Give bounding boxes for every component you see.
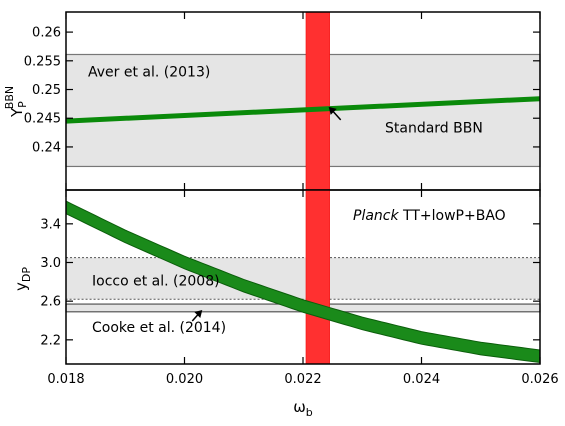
- arrow-head: [328, 106, 337, 115]
- bottom-y-tick-label: 3.4: [40, 217, 61, 232]
- x-axis-label: ωb: [293, 398, 313, 419]
- top-y-tick-label: 0.245: [24, 112, 61, 127]
- bottom-panel: Iocco et al. (2008) Cooke et al. (2014) …: [12, 189, 559, 419]
- bottom-x-tick-label: 0.022: [284, 372, 321, 387]
- top-y-axis-label-main: Y: [8, 107, 26, 118]
- top-y-tick-label: 0.26: [32, 26, 61, 41]
- standard-bbn-arrow: [328, 106, 342, 121]
- iocco-2008-band: [65, 257, 541, 300]
- top-y-tick-label: 0.24: [32, 140, 61, 155]
- bottom-x-ticks: 0.018 0.020 0.022 0.024 0.026: [47, 190, 559, 387]
- top-y-tick-label: 0.255: [24, 54, 61, 69]
- bottom-y-ticks: 2.2 2.6 3.0 3.4: [40, 217, 540, 348]
- iocco-2008-label: Iocco et al. (2008): [92, 274, 220, 290]
- cooke-2014-label: Cooke et al. (2014): [92, 320, 226, 336]
- top-y-axis-label-sup: BBN: [3, 86, 16, 109]
- cooke-2014-arrow: [191, 310, 203, 322]
- top-y-tick-label: 0.25: [32, 83, 61, 98]
- bottom-y-tick-label: 3.0: [40, 256, 61, 271]
- aver-2013-label: Aver et al. (2013): [88, 64, 210, 80]
- planck-label-rest: TT+lowP+BAO: [399, 208, 506, 224]
- standard-bbn-label: Standard BBN: [385, 121, 483, 137]
- planck-band-top: [305, 12, 330, 190]
- planck-label-italic: Planck: [353, 208, 399, 224]
- planck-band-bottom: [305, 190, 330, 364]
- bottom-x-tick-label: 0.020: [166, 372, 203, 387]
- bottom-y-axis-label-sub: DP: [20, 267, 33, 282]
- top-y-ticks: 0.24 0.245 0.25 0.255 0.26: [24, 26, 540, 155]
- arrow-head: [194, 310, 203, 318]
- bottom-x-tick-label: 0.024: [403, 372, 440, 387]
- deuterium-bbn-band: [66, 200, 540, 364]
- bottom-x-tick-label: 0.026: [521, 372, 558, 387]
- bottom-x-tick-label: 0.018: [47, 372, 84, 387]
- top-y-axis-label-sub: P: [16, 101, 29, 108]
- bottom-y-tick-label: 2.6: [40, 295, 61, 310]
- top-panel: Aver et al. (2013) Standard BBN 0.240.24…: [3, 11, 541, 191]
- bottom-plot-frame: [65, 189, 541, 365]
- planck-label: Planck TT+lowP+BAO: [353, 208, 506, 224]
- standard-bbn-line: [66, 96, 540, 124]
- bottom-y-axis-label: yDP: [12, 267, 33, 291]
- bottom-y-tick-label: 2.2: [40, 333, 61, 348]
- x-axis-label-sub: b: [306, 406, 313, 419]
- bottom-y-axis-label-main: y: [12, 282, 30, 291]
- top-y-axis-label: YPBBN: [3, 86, 29, 118]
- x-axis-label-main: ω: [293, 398, 306, 416]
